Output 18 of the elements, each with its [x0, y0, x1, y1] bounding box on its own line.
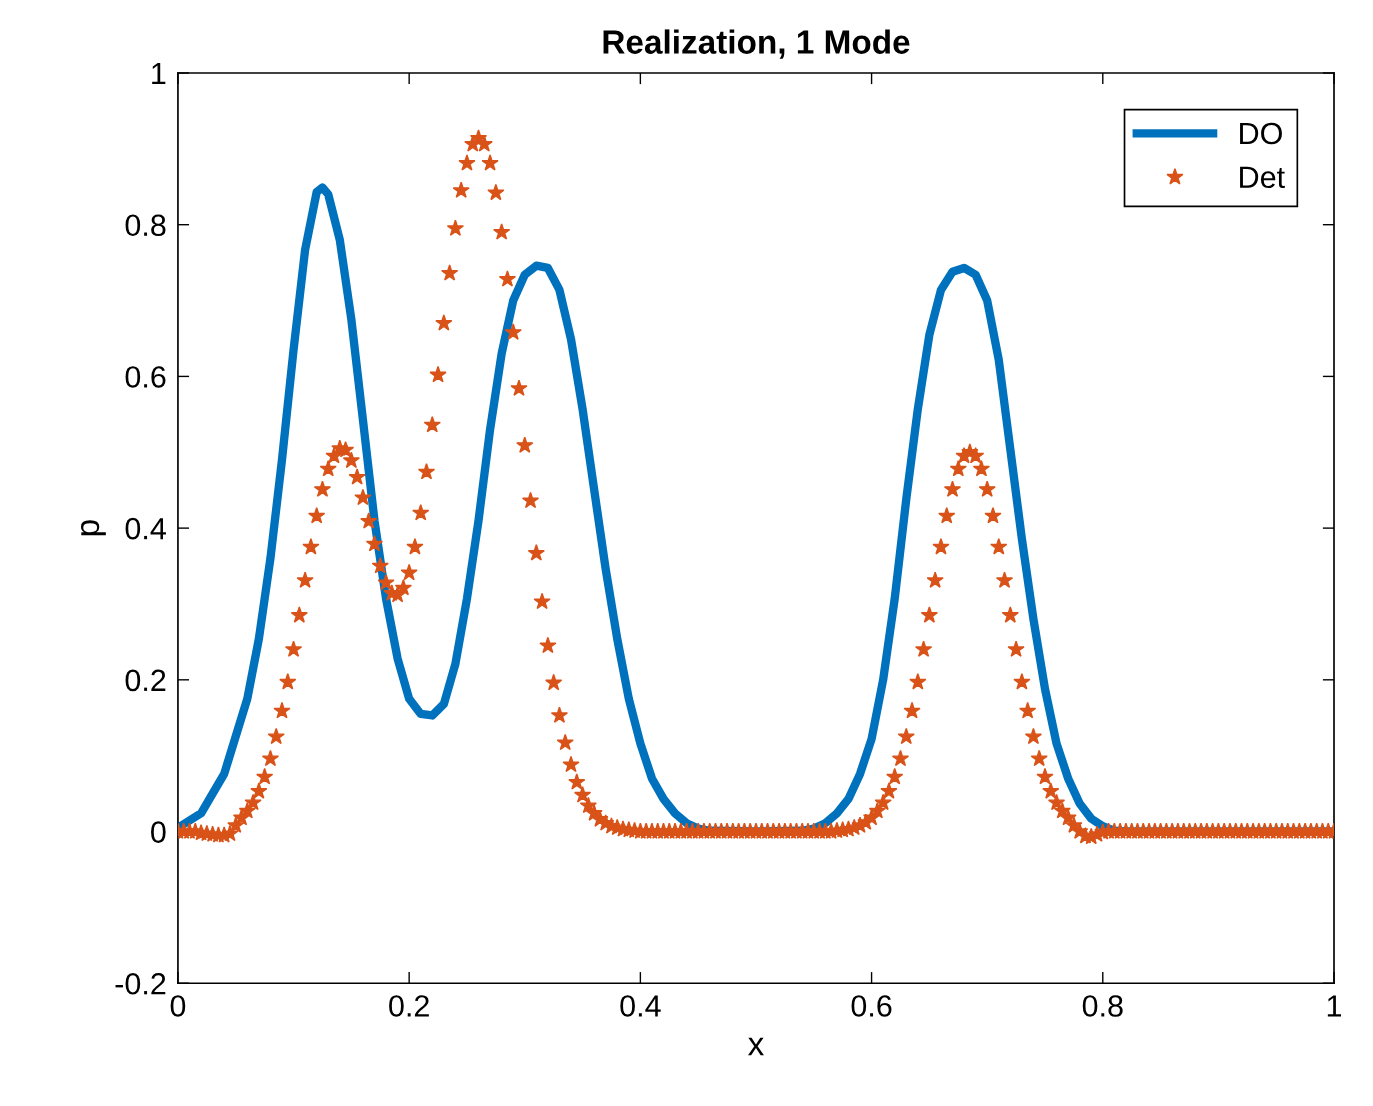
x-tick-label: 0.8 [1082, 995, 1123, 1017]
x-tick-label: 0.4 [620, 995, 661, 1017]
x-tick-label: 0 [170, 995, 186, 1017]
x-axis-title: x [748, 1037, 764, 1056]
y-tick-label: 0.4 [125, 517, 166, 540]
y-tick-label: 0.8 [125, 214, 166, 237]
x-tick-label: 1 [1327, 995, 1342, 1017]
legend-label: Det [1240, 166, 1285, 189]
y-tick-label: 0 [151, 821, 166, 843]
x-tick-label: 0.2 [389, 995, 429, 1017]
y-tick-label: 0.6 [125, 366, 166, 388]
x-tick-label: 0.6 [851, 995, 892, 1017]
chart-title: Realization, 1 Mode [603, 29, 910, 59]
legend-label: DO [1240, 122, 1282, 145]
y-tick-label: -0.2 [115, 972, 166, 995]
y-tick-label: 1 [152, 63, 166, 85]
y-axis-title: p [81, 520, 106, 536]
y-tick-label: 0.2 [125, 669, 166, 692]
